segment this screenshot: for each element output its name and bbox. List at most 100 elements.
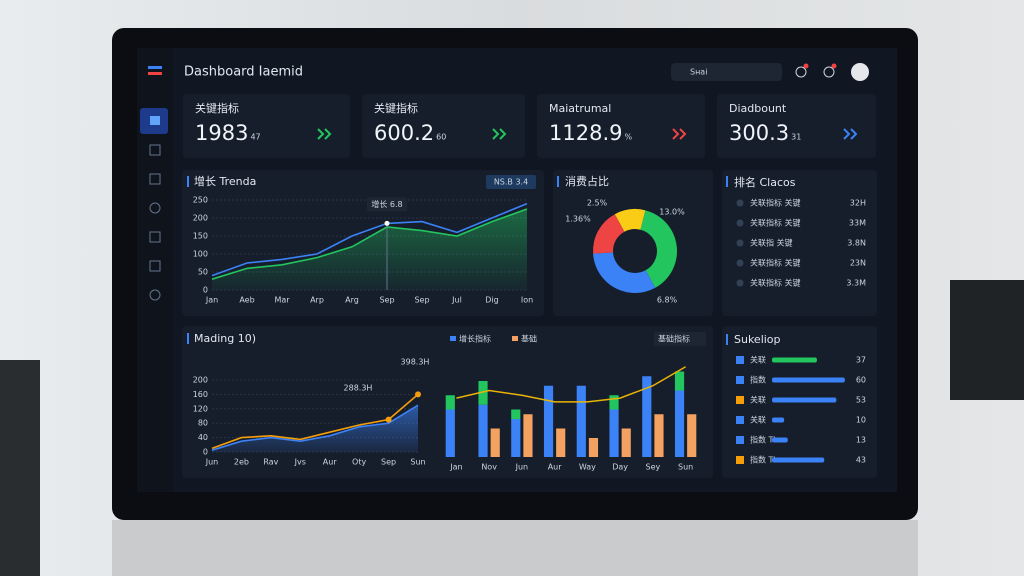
bar: [478, 404, 488, 457]
area: [212, 405, 418, 452]
rank-dot: [736, 279, 744, 287]
progress-bar: [772, 437, 788, 443]
bar: [621, 428, 631, 457]
y-tick-label: 100: [193, 250, 208, 259]
y-tick-label: 0: [203, 286, 208, 295]
point: [384, 220, 390, 226]
y-tick-label: 160: [193, 390, 208, 399]
x-tick-label: Aeb: [239, 296, 254, 305]
x-tick-label: Nov: [481, 463, 497, 472]
badge: [803, 63, 809, 69]
progress-value: 60: [856, 376, 866, 385]
progress-bar: [772, 357, 817, 363]
progress-bar: [772, 397, 837, 403]
x-tick-label: Jun: [205, 458, 219, 467]
x-tick-label: Jul: [451, 296, 462, 305]
kpi-card: [537, 94, 705, 158]
rank-value: 32H: [850, 199, 866, 208]
rank-dot: [736, 259, 744, 267]
x-tick-label: Way: [579, 463, 596, 472]
bar: [523, 414, 533, 457]
rank-dot: [736, 219, 744, 227]
rank-value: 23N: [850, 259, 866, 268]
nav-icon[interactable]: [149, 144, 161, 156]
chair: [0, 360, 40, 576]
bar: [674, 371, 685, 391]
x-tick-label: Dig: [485, 296, 498, 305]
nav-icon[interactable]: [149, 289, 161, 301]
rank-value: 3.8N: [847, 239, 866, 248]
kpi-arrow: [843, 128, 858, 140]
bar: [543, 385, 554, 457]
legend-swatch: [450, 336, 456, 341]
pie-slice: [593, 214, 625, 254]
rank-label: 关联指标 关键: [750, 258, 801, 268]
panel-title: 增长 Trendа: [194, 174, 256, 188]
filter-text: 基础指标: [658, 334, 690, 344]
kpi-card: [717, 94, 876, 158]
annotation: 288.3H: [344, 384, 373, 393]
app-title: Dashboard Iaemid: [184, 65, 303, 80]
progress-label: 指数 Tbn: [750, 435, 784, 445]
x-tick-label: Day: [612, 463, 628, 472]
y-tick-label: 250: [193, 196, 208, 205]
pie-slice: [614, 209, 646, 232]
nav-icon[interactable]: [149, 173, 161, 185]
kpi-delta: 47: [250, 133, 260, 142]
bar: [511, 409, 521, 419]
kpi-arrow: [672, 128, 687, 140]
legend-label: 基础: [521, 334, 537, 344]
slice-label: 13.0%: [659, 208, 685, 217]
x-tick-label: Aur: [548, 463, 563, 472]
rank-value: 3.3M: [846, 279, 866, 288]
tooltip: [367, 197, 407, 212]
slice-label: 1.36%: [565, 215, 591, 224]
line: [211, 202, 528, 277]
avatar[interactable]: [851, 63, 869, 81]
x-tick-label: Sep: [414, 296, 429, 305]
progress-value: 13: [856, 436, 866, 445]
accent: [187, 176, 189, 187]
alert-icon[interactable]: [823, 66, 835, 78]
kpi-value: 300.3: [729, 121, 789, 145]
x-tick-label: Sey: [646, 463, 661, 472]
progress-value: 43: [856, 456, 866, 465]
kpi-value: 600.2: [374, 121, 434, 145]
progress-value: 53: [856, 396, 866, 405]
home-icon: [150, 116, 160, 125]
x-tick-label: Aur: [323, 458, 338, 467]
progress-label: 关联: [750, 395, 766, 405]
bar: [687, 414, 697, 457]
sidebar-icons: [140, 108, 168, 301]
y-tick-label: 200: [193, 214, 208, 223]
kpi-value: 1128.9: [549, 121, 622, 145]
y-tick-label: 50: [198, 268, 208, 277]
kpi-label: Diadbount: [729, 102, 787, 115]
filter[interactable]: [654, 332, 706, 346]
logo: [148, 66, 162, 69]
kpi-delta: 31: [791, 133, 801, 142]
accent: [557, 176, 559, 187]
x-tick-label: Jun: [515, 463, 529, 472]
line: [456, 366, 687, 403]
notification-icon[interactable]: [795, 66, 807, 78]
progress-bar: [772, 457, 825, 463]
search-box[interactable]: [671, 63, 782, 81]
y-tick-label: 150: [193, 232, 208, 241]
accent: [726, 334, 728, 345]
panel-title: 消费占比: [565, 174, 609, 188]
bar: [642, 376, 652, 457]
annotation: 398.3H: [401, 358, 430, 367]
kpi-arrow: [492, 128, 507, 140]
progress-label: 指数: [750, 375, 766, 385]
progress-value: 10: [856, 416, 866, 425]
area: [212, 209, 527, 290]
nav-icon[interactable]: [149, 202, 161, 214]
progress-label: 关联: [750, 355, 766, 365]
bar: [609, 409, 619, 457]
nav-icon[interactable]: [149, 231, 161, 243]
progress-value: 37: [856, 356, 866, 365]
nav-icon[interactable]: [149, 260, 161, 272]
row-icon: [736, 436, 744, 444]
